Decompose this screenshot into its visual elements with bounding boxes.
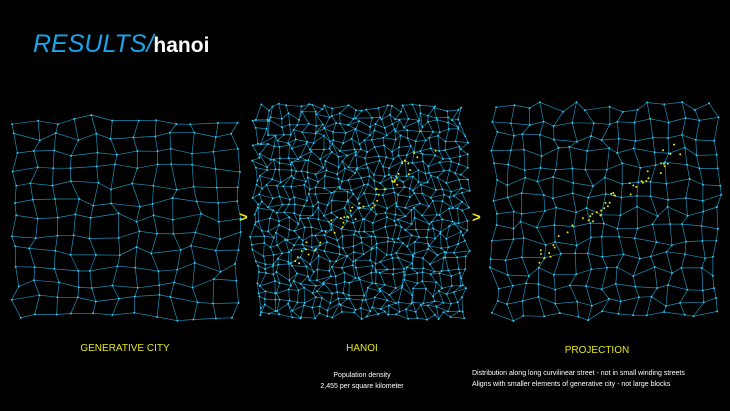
note-block: Distribution along long curvilinear stre…: [472, 368, 685, 390]
note-block: Population density 2,455 per square kilo…: [312, 370, 412, 392]
street-nodes: [488, 101, 723, 322]
title-suffix: hanoi: [153, 34, 210, 57]
panel-label: HANOI: [346, 343, 378, 354]
street-nodes: [249, 102, 471, 321]
panel-label: GENERATIVE CITY: [80, 343, 170, 354]
arrow: >: [472, 209, 481, 226]
street-lines: [11, 114, 242, 322]
note: Population density: [333, 372, 391, 379]
street-lines: [489, 101, 722, 322]
note: 2,455 per square kilometer: [320, 383, 404, 390]
arrow: >: [239, 209, 248, 226]
street-nodes: [10, 114, 242, 322]
note: Distribution along long curvilinear stre…: [472, 370, 685, 377]
density-dots: [294, 149, 437, 265]
street-lines: [249, 103, 471, 320]
density-dots: [538, 143, 682, 264]
title: RESULTS/hanoi: [33, 30, 209, 59]
panel-label: PROJECTION: [564, 345, 630, 356]
note: Aligns with smaller elements of generati…: [472, 381, 671, 388]
title-prefix: RESULTS/: [33, 30, 154, 58]
